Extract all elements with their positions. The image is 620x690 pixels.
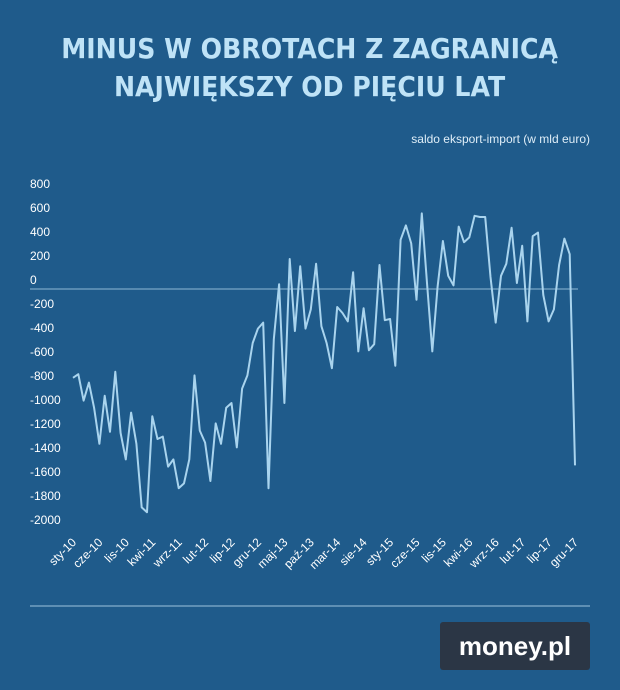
logo: money.pl — [459, 631, 571, 661]
y-tick-label: -200 — [30, 297, 54, 311]
chart-title: MINUS W OBROTACH Z ZAGRANICĄ — [61, 33, 558, 66]
y-tick-label: -800 — [30, 369, 54, 383]
y-tick-label: 600 — [30, 201, 50, 215]
y-tick-label: -600 — [30, 345, 54, 359]
y-tick-label: -1200 — [30, 417, 61, 431]
y-tick-label: -1400 — [30, 441, 61, 455]
y-tick-label: 400 — [30, 225, 50, 239]
y-tick-label: 200 — [30, 249, 50, 263]
data-line — [72, 212, 576, 514]
subtitle: saldo eksport-import (w mld euro) — [411, 132, 590, 146]
y-tick-label: 0 — [30, 273, 37, 287]
y-tick-label: 800 — [30, 177, 50, 191]
chart-title: NAJWIĘKSZY OD PIĘCIU LAT — [114, 71, 506, 104]
logo-box — [440, 622, 590, 670]
y-tick-label: -1800 — [30, 489, 61, 503]
y-tick-label: -1600 — [30, 465, 61, 479]
y-tick-label: -400 — [30, 321, 54, 335]
y-tick-label: -2000 — [30, 513, 61, 527]
y-tick-label: -1000 — [30, 393, 61, 407]
